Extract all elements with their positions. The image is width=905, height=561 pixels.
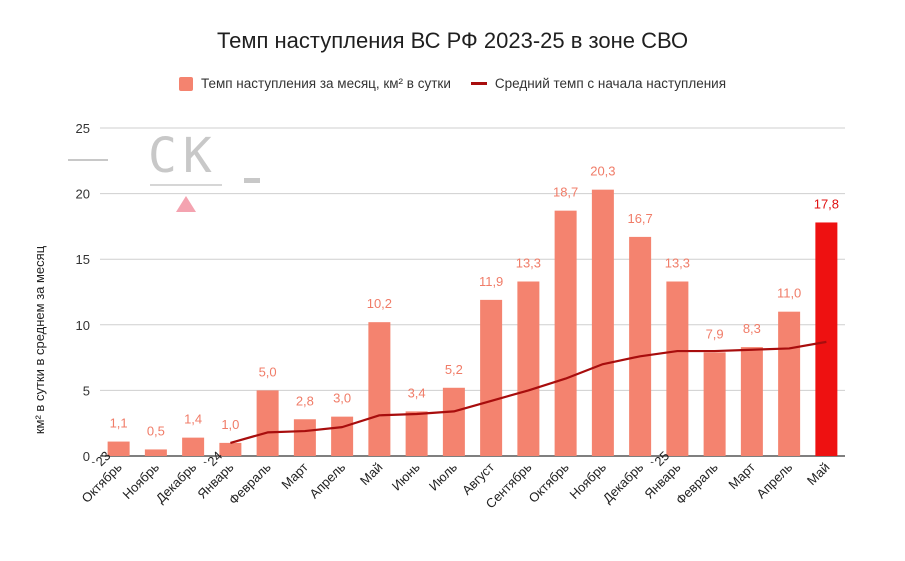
bar bbox=[405, 411, 428, 456]
legend-item-bars: Темп наступления за месяц, км² в сутки bbox=[178, 76, 451, 91]
watermark-triangle bbox=[176, 196, 196, 212]
bar-value-label: 20,3 bbox=[590, 164, 615, 179]
x-tick-label-group: Июль bbox=[426, 459, 460, 493]
x-tick-label: Декабрь bbox=[153, 459, 200, 506]
bar-value-label: 5,2 bbox=[445, 362, 463, 377]
y-tick-label: 5 bbox=[83, 383, 90, 398]
x-tick-label: Июль bbox=[426, 459, 460, 493]
y-tick-label: 20 bbox=[76, 187, 90, 202]
bar-value-label: 13,3 bbox=[665, 256, 690, 271]
average-line-series bbox=[230, 340, 827, 444]
bar-value-label: 10,2 bbox=[367, 296, 392, 311]
bar bbox=[368, 322, 391, 456]
watermark-logo: СК bbox=[68, 128, 260, 212]
bar bbox=[815, 222, 838, 456]
y-axis-ticks: 0 5 10 15 20 25 bbox=[76, 121, 90, 464]
x-tick-label-group: Октябрь bbox=[526, 459, 572, 505]
bar-value-label: 11,9 bbox=[479, 274, 503, 289]
x-tick-label-group: Апрель bbox=[753, 459, 795, 501]
bar-value-label: 1,1 bbox=[110, 416, 128, 431]
watermark-dash-right bbox=[244, 178, 260, 183]
x-tick-label-group: Октябрь`23 bbox=[79, 448, 125, 506]
x-tick-label-group: Февраль bbox=[226, 459, 274, 507]
bar-value-label: 1,4 bbox=[184, 412, 202, 427]
bar bbox=[778, 311, 801, 456]
average-line bbox=[230, 340, 827, 444]
y-tick-label: 25 bbox=[76, 121, 90, 136]
data-labels: 1,1 0,5 1,4 1,0 5,0 2,8 3,0 10,2 3,4 5,2 11,9 13,3 1… bbox=[110, 164, 839, 439]
x-tick-label-group: Май bbox=[804, 460, 833, 489]
x-tick-label: Апрель bbox=[753, 459, 795, 501]
legend-swatch-bars bbox=[178, 76, 193, 91]
bar-value-label: 2,8 bbox=[296, 393, 314, 408]
bar bbox=[629, 236, 652, 456]
y-tick-label: 0 bbox=[83, 449, 90, 464]
bar-value-label: 16,7 bbox=[627, 211, 652, 226]
bar-value-label: 3,4 bbox=[408, 385, 426, 400]
bar bbox=[703, 352, 726, 456]
legend-label-line: Средний темп с начала наступления bbox=[494, 76, 727, 91]
bar bbox=[554, 210, 577, 456]
bar bbox=[293, 419, 316, 456]
x-tick-label: Март bbox=[725, 459, 758, 492]
y-tick-label: 15 bbox=[76, 252, 90, 267]
bar bbox=[331, 416, 354, 456]
y-axis-label: км² в сутки в среднем за месяц bbox=[32, 245, 47, 434]
bar-value-label: 17,8 bbox=[814, 196, 839, 211]
bar bbox=[144, 449, 167, 456]
bar bbox=[219, 442, 242, 456]
bar-value-label: 18,7 bbox=[553, 185, 578, 200]
bar bbox=[517, 281, 540, 456]
legend-swatch-line bbox=[470, 82, 487, 85]
bar-value-label: 0,5 bbox=[147, 423, 165, 438]
chart-title: Темп наступления ВС РФ 2023-25 в зоне СВ… bbox=[216, 28, 689, 53]
x-tick-label: Июнь bbox=[389, 459, 423, 493]
x-tick-label: Май bbox=[357, 460, 386, 489]
chart-legend: Темп наступления за месяц, км² в сутки С… bbox=[0, 76, 905, 91]
bar bbox=[480, 299, 503, 456]
x-tick-label-group: Апрель bbox=[306, 459, 348, 501]
x-tick-label-group: Декабрь bbox=[600, 459, 647, 506]
x-tick-label: Февраль bbox=[226, 459, 274, 507]
bar-value-label: 3,0 bbox=[333, 391, 351, 406]
bar-value-label: 1,0 bbox=[221, 417, 239, 432]
bar bbox=[666, 281, 689, 456]
x-tick-label-group: Март bbox=[278, 459, 311, 492]
bar bbox=[182, 437, 205, 456]
bar-series bbox=[107, 189, 838, 456]
bar bbox=[740, 347, 763, 456]
y-tick-label: 10 bbox=[76, 318, 90, 333]
watermark-text: СК bbox=[148, 128, 218, 184]
bar-value-label: 11,0 bbox=[777, 286, 801, 301]
x-tick-label: Март bbox=[278, 459, 311, 492]
x-tick-label-group: Декабрь bbox=[153, 459, 200, 506]
bar-value-label: 8,3 bbox=[743, 321, 761, 336]
bar bbox=[107, 441, 130, 456]
bar-value-label: 7,9 bbox=[706, 326, 724, 341]
x-tick-label: Май bbox=[804, 460, 833, 489]
bar bbox=[591, 189, 614, 456]
x-tick-label-group: Март bbox=[725, 459, 758, 492]
bar bbox=[442, 387, 465, 456]
legend-label-bars: Темп наступления за месяц, км² в сутки bbox=[200, 76, 451, 91]
x-tick-label-group: Февраль bbox=[673, 459, 721, 507]
x-tick-label: Февраль bbox=[673, 459, 721, 507]
legend-item-line: Средний темп с начала наступления bbox=[470, 76, 727, 91]
bar-value-label: 5,0 bbox=[259, 364, 277, 379]
x-tick-label: Декабрь bbox=[600, 459, 647, 506]
x-tick-label-group: Июнь bbox=[389, 459, 423, 493]
x-tick-label-group: Май bbox=[357, 460, 386, 489]
bar-value-label: 13,3 bbox=[516, 256, 541, 271]
x-tick-label: Апрель bbox=[306, 459, 348, 501]
x-tick-label: Октябрь bbox=[526, 459, 572, 505]
bar bbox=[256, 390, 279, 456]
